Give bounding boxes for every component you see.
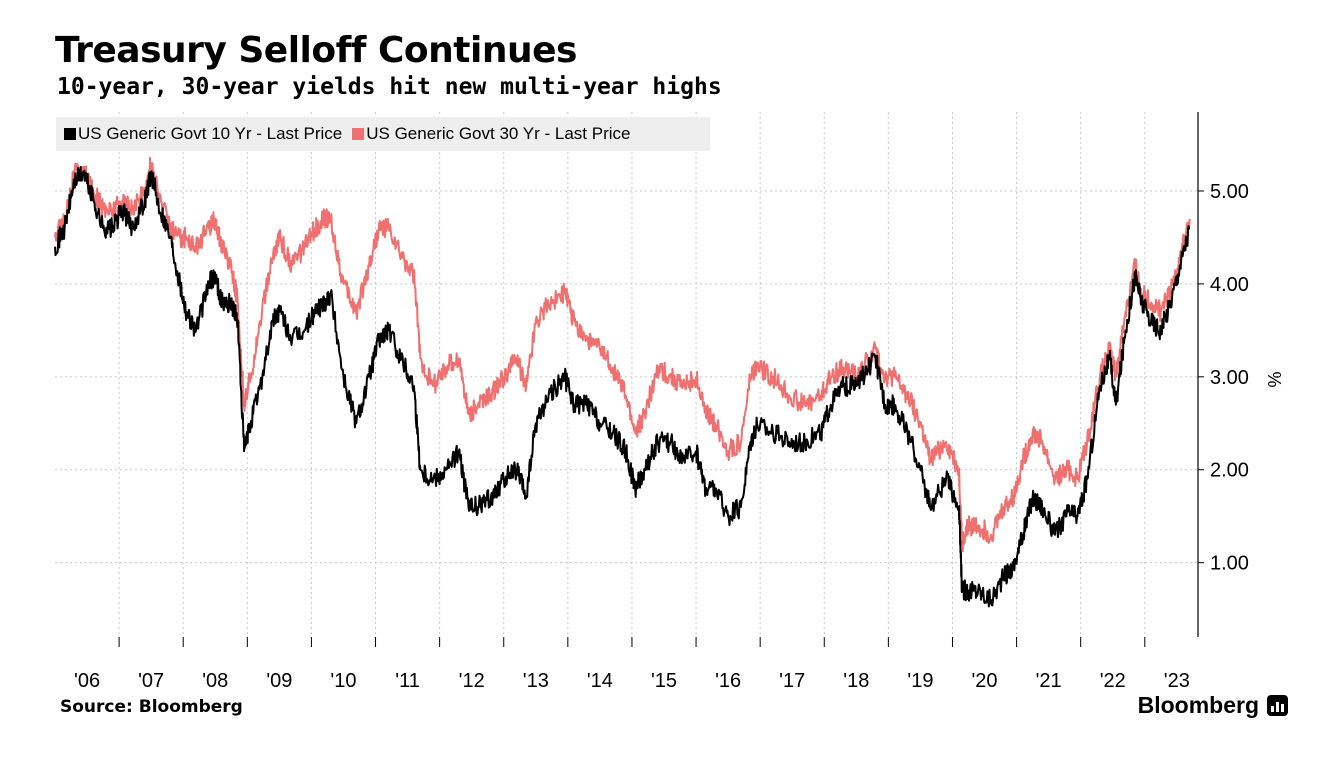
x-tick-label: '10 bbox=[330, 670, 356, 692]
y-tick-label: 5.00 bbox=[1210, 181, 1249, 203]
x-axis-ticks: '06 '07 '08 '09 '10 '11 '12 '13 '14 '15 '16 '17 '18 '… bbox=[74, 637, 1190, 692]
x-tick-label: '15 bbox=[651, 670, 677, 692]
x-tick-label: '17 bbox=[779, 670, 805, 692]
series-line-10yr bbox=[54, 166, 1191, 608]
x-tick-label: '16 bbox=[715, 670, 741, 692]
series-line-30yr bbox=[54, 156, 1191, 553]
source-note: Source: Bloomberg bbox=[60, 697, 243, 717]
legend: US Generic Govt 10 Yr - Last Price US Ge… bbox=[56, 117, 710, 151]
chart-subtitle: 10-year, 30-year yields hit new multi-ye… bbox=[57, 74, 722, 100]
x-tick-label: '23 bbox=[1164, 670, 1190, 692]
chart-title: Treasury Selloff Continues bbox=[55, 30, 577, 71]
y-tick-label: 2.00 bbox=[1210, 460, 1249, 482]
x-tick-label: '12 bbox=[459, 670, 485, 692]
legend-label-30yr: US Generic Govt 30 Yr - Last Price bbox=[366, 124, 631, 143]
legend-swatch-10yr bbox=[64, 128, 76, 140]
brand-logo: Bloomberg bbox=[1138, 692, 1288, 719]
brand-name: Bloomberg bbox=[1137, 692, 1259, 718]
x-tick-label: '09 bbox=[266, 670, 292, 692]
x-tick-label: '11 bbox=[395, 670, 420, 692]
series-layer bbox=[54, 156, 1191, 608]
x-tick-label: '21 bbox=[1036, 670, 1062, 692]
x-tick-label: '08 bbox=[202, 670, 228, 692]
legend-swatch-30yr bbox=[352, 128, 365, 140]
x-tick-label: '20 bbox=[971, 670, 997, 692]
bloomberg-terminal-icon bbox=[1267, 695, 1288, 716]
grid-lines bbox=[55, 112, 1198, 637]
x-tick-label: '19 bbox=[907, 670, 933, 692]
y-tick-label: 1.00 bbox=[1210, 553, 1249, 575]
x-tick-label: '06 bbox=[74, 670, 100, 692]
y-axis-label: % bbox=[1264, 371, 1284, 387]
y-tick-label: 4.00 bbox=[1210, 274, 1249, 296]
legend-label-10yr: US Generic Govt 10 Yr - Last Price bbox=[78, 124, 343, 143]
legend-item-30yr: US Generic Govt 30 Yr - Last Price bbox=[352, 124, 630, 144]
x-tick-label: '18 bbox=[843, 670, 869, 692]
legend-item-10yr: US Generic Govt 10 Yr - Last Price bbox=[64, 124, 342, 144]
x-tick-label: '22 bbox=[1100, 670, 1126, 692]
x-tick-label: '07 bbox=[138, 670, 164, 692]
x-tick-label: '14 bbox=[587, 670, 613, 692]
y-axis: 1.00 2.00 3.00 4.00 5.00% bbox=[1197, 112, 1284, 637]
y-tick-label: 3.00 bbox=[1210, 367, 1249, 389]
x-tick-label: '13 bbox=[523, 670, 549, 692]
